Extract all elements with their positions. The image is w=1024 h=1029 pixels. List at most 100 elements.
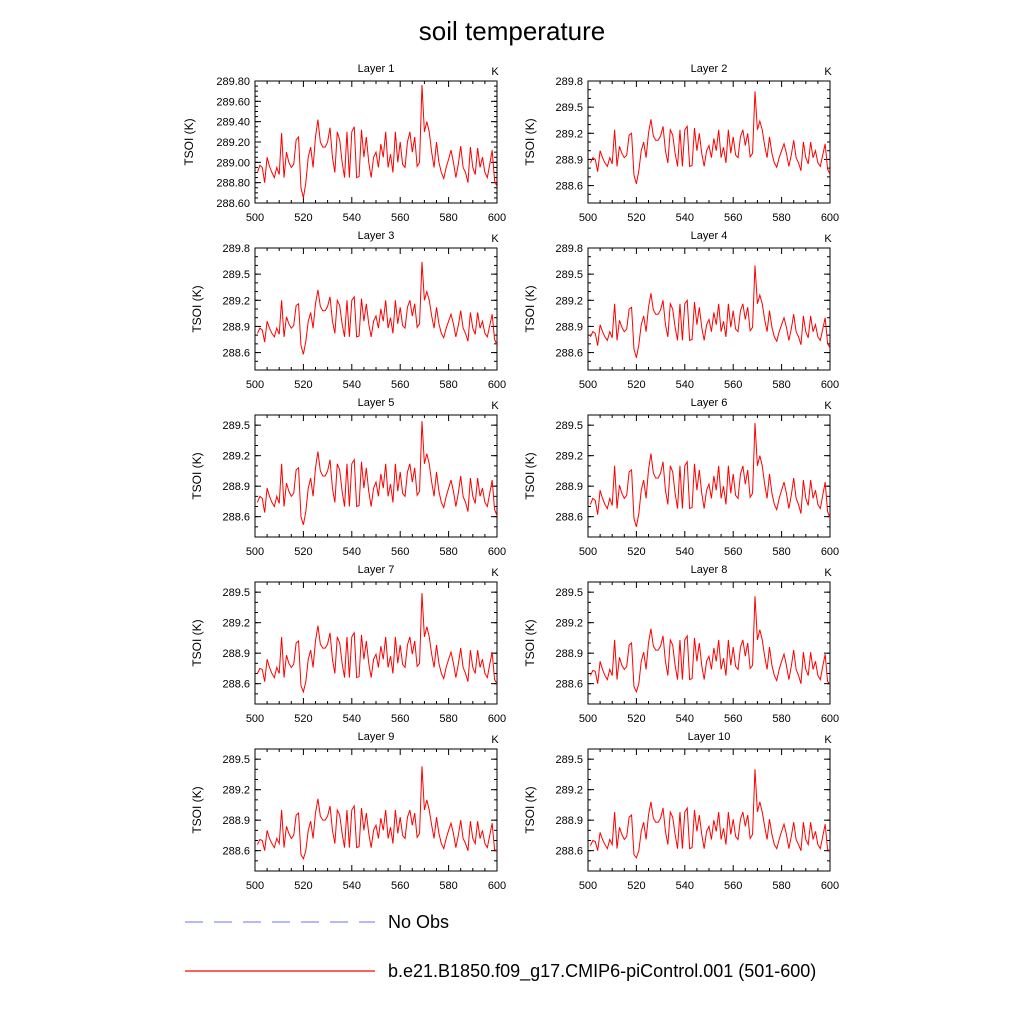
layer-4-frame xyxy=(587,247,831,371)
layer-6-ylabel: TSOI (K) xyxy=(523,452,537,499)
layer-9-xtick-label: 560 xyxy=(391,880,409,892)
layer-1-title: Layer 1 xyxy=(358,63,395,75)
layer-5-ytick-label: 289.2 xyxy=(222,451,250,463)
layer-1-xtick-label: 520 xyxy=(294,212,312,224)
layer-5-ytick-label: 289.5 xyxy=(222,420,250,432)
layer-3-xtick-label: 500 xyxy=(246,379,264,391)
layer-5-title: Layer 5 xyxy=(358,397,395,409)
layer-1-panel: Layer 1 K TSOI (K) 500 520 540 560 580 600 288.60… xyxy=(182,63,506,224)
layer-7-xtick-label: 560 xyxy=(391,713,409,725)
legend: No Obs b.e21.B1850.f09_g17.CMIP6-piContr… xyxy=(185,912,816,982)
layer-9-ytick-label: 288.9 xyxy=(222,815,250,827)
layer-2-ytick-label: 289.2 xyxy=(555,128,583,140)
layer-2-ytick-label: 289.5 xyxy=(555,102,583,114)
layer-4-ytick-label: 288.6 xyxy=(555,348,583,360)
layer-7-frame xyxy=(254,581,498,705)
layer-7-xtick-label: 540 xyxy=(343,713,361,725)
layer-4-xtick-label: 520 xyxy=(627,379,645,391)
layer-2-xtick-label: 500 xyxy=(579,212,597,224)
layer-4-xtick-label: 560 xyxy=(724,379,742,391)
layer-1-xtick-label: 580 xyxy=(439,212,457,224)
layer-1-ytick-label: 289.40 xyxy=(216,117,250,129)
layer-3-xtick-label: 560 xyxy=(391,379,409,391)
layer-9-ytick-label: 288.6 xyxy=(222,846,250,858)
layer-4-xtick-label: 540 xyxy=(676,379,694,391)
layer-8-panel: Layer 8 K TSOI (K) 500 520 540 560 580 600 288.6 2… xyxy=(523,564,839,725)
layer-9-series-line xyxy=(256,766,497,861)
layer-7-ylabel: TSOI (K) xyxy=(190,619,204,666)
layer-6-xtick-label: 520 xyxy=(627,546,645,558)
layer-5-xtick-label: 560 xyxy=(391,546,409,558)
layer-10-ytick-label: 289.5 xyxy=(555,754,583,766)
layer-6-ytick-label: 289.2 xyxy=(555,451,583,463)
layer-7-ytick-label: 288.9 xyxy=(222,648,250,660)
layer-9-panel: Layer 9 K TSOI (K) 500 520 540 560 580 600 288.6 2… xyxy=(190,731,506,892)
layer-4-xtick-label: 600 xyxy=(821,379,839,391)
layer-6-xtick-label: 540 xyxy=(676,546,694,558)
layer-1-series-line xyxy=(256,85,497,199)
layer-1-units: K xyxy=(491,66,499,78)
layer-6-title: Layer 6 xyxy=(691,397,728,409)
layer-1-ytick-label: 289.20 xyxy=(216,137,250,149)
layer-9-title: Layer 9 xyxy=(358,731,395,743)
layer-1-ytick-label: 288.80 xyxy=(216,178,250,190)
layer-6-ytick-label: 289.5 xyxy=(555,420,583,432)
layer-10-xtick-label: 560 xyxy=(724,880,742,892)
layer-2-xtick-label: 560 xyxy=(724,212,742,224)
layer-3-xtick-label: 540 xyxy=(343,379,361,391)
layer-9-ylabel: TSOI (K) xyxy=(190,786,204,833)
layer-3-panel: Layer 3 K TSOI (K) 500 520 540 560 580 600 288.6 2… xyxy=(190,230,506,391)
layer-7-panel: Layer 7 K TSOI (K) 500 520 540 560 580 600 288.6 2… xyxy=(190,564,506,725)
layer-3-ytick-label: 288.9 xyxy=(222,321,250,333)
layer-3-title: Layer 3 xyxy=(358,230,395,242)
layer-4-title: Layer 4 xyxy=(691,230,728,242)
layer-10-ytick-label: 288.6 xyxy=(555,846,583,858)
layer-5-units: K xyxy=(491,400,499,412)
layer-6-xtick-label: 500 xyxy=(579,546,597,558)
layer-8-ylabel: TSOI (K) xyxy=(523,619,537,666)
layer-8-ytick-label: 288.6 xyxy=(555,679,583,691)
layer-8-xtick-label: 560 xyxy=(724,713,742,725)
layer-10-frame xyxy=(587,748,831,872)
layer-10-ytick-label: 288.9 xyxy=(555,815,583,827)
layer-4-units: K xyxy=(824,233,832,245)
layer-7-series-line xyxy=(256,593,497,694)
layer-4-ytick-label: 289.2 xyxy=(555,295,583,307)
layer-9-xtick-label: 580 xyxy=(439,880,457,892)
layer-4-series-line xyxy=(589,265,830,358)
layer-2-xtick-label: 600 xyxy=(821,212,839,224)
layer-7-ytick-label: 288.6 xyxy=(222,679,250,691)
layer-9-units: K xyxy=(491,734,499,746)
layer-2-ylabel: TSOI (K) xyxy=(523,118,537,165)
layer-3-series-line xyxy=(256,261,497,355)
layer-3-ytick-label: 289.2 xyxy=(222,295,250,307)
layer-10-xtick-label: 500 xyxy=(579,880,597,892)
layer-10-xtick-label: 580 xyxy=(772,880,790,892)
layer-1-xtick-label: 600 xyxy=(488,212,506,224)
layer-3-xtick-label: 580 xyxy=(439,379,457,391)
layer-7-units: K xyxy=(491,567,499,579)
layer-2-title: Layer 2 xyxy=(691,63,728,75)
layer-1-xtick-label: 540 xyxy=(343,212,361,224)
legend-model-label: b.e21.B1850.f09_g17.CMIP6-piControl.001 … xyxy=(388,961,816,982)
layer-1-xtick-label: 560 xyxy=(391,212,409,224)
layer-1-ytick-label: 289.60 xyxy=(216,96,250,108)
layer-9-xtick-label: 520 xyxy=(294,880,312,892)
layer-8-frame xyxy=(587,581,831,705)
layer-8-ytick-label: 289.2 xyxy=(555,618,583,630)
layer-8-units: K xyxy=(824,567,832,579)
layer-9-frame xyxy=(254,748,498,872)
layer-2-xtick-label: 540 xyxy=(676,212,694,224)
layer-6-xtick-label: 560 xyxy=(724,546,742,558)
layer-7-xtick-label: 600 xyxy=(488,713,506,725)
layer-8-series-line xyxy=(589,596,830,694)
layer-7-title: Layer 7 xyxy=(358,564,395,576)
layer-5-panel: Layer 5 K TSOI (K) 500 520 540 560 580 600 288.6 2… xyxy=(190,397,506,558)
layer-5-ylabel: TSOI (K) xyxy=(190,452,204,499)
layer-5-xtick-label: 520 xyxy=(294,546,312,558)
layer-4-ylabel: TSOI (K) xyxy=(523,285,537,332)
layer-2-series-line xyxy=(589,91,830,184)
layer-6-ytick-label: 288.6 xyxy=(555,512,583,524)
layer-4-ytick-label: 289.5 xyxy=(555,269,583,281)
